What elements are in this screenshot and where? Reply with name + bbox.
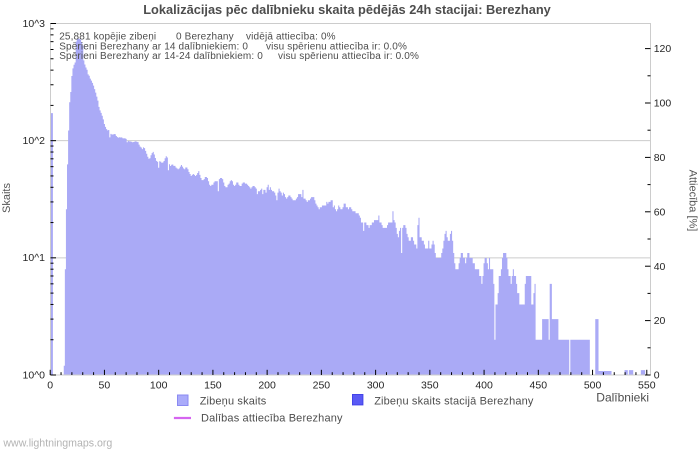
svg-text:20: 20 xyxy=(654,315,666,327)
svg-text:80: 80 xyxy=(654,152,666,164)
svg-text:450: 450 xyxy=(530,380,548,392)
svg-text:100: 100 xyxy=(654,98,672,110)
svg-text:0: 0 xyxy=(47,380,53,392)
svg-text:500: 500 xyxy=(584,380,602,392)
svg-text:vidējā attiecība: 0%: vidējā attiecība: 0% xyxy=(246,31,336,42)
svg-text:0 Berezhany: 0 Berezhany xyxy=(176,31,234,42)
svg-text:www.lightningmaps.org: www.lightningmaps.org xyxy=(2,437,112,449)
svg-text:10^2: 10^2 xyxy=(23,135,46,147)
svg-text:40: 40 xyxy=(654,261,666,273)
svg-text:60: 60 xyxy=(654,206,666,218)
svg-text:250: 250 xyxy=(313,380,331,392)
svg-text:Spērieni Berezhany ar 14 dalīb: Spērieni Berezhany ar 14 dalībniekiem: 0 xyxy=(59,41,248,52)
svg-text:400: 400 xyxy=(475,380,493,392)
svg-text:Attiecība [%]: Attiecība [%] xyxy=(687,170,699,232)
svg-text:visu spērienu attiecība ir: 0.: visu spērienu attiecība ir: 0.0% xyxy=(266,41,407,52)
svg-text:25,881 kopējie zibeņi: 25,881 kopējie zibeņi xyxy=(59,31,156,42)
svg-text:150: 150 xyxy=(204,380,222,392)
svg-text:0: 0 xyxy=(654,370,660,382)
svg-text:10^1: 10^1 xyxy=(23,252,46,264)
svg-text:Dalībnieki: Dalībnieki xyxy=(596,391,649,405)
svg-text:200: 200 xyxy=(258,380,276,392)
svg-text:Zibeņu skaits: Zibeņu skaits xyxy=(200,396,267,408)
svg-text:120: 120 xyxy=(654,43,672,55)
svg-text:300: 300 xyxy=(367,380,385,392)
svg-text:350: 350 xyxy=(421,380,439,392)
svg-text:visu spērienu attiecība ir: 0.: visu spērienu attiecība ir: 0.0% xyxy=(278,51,419,62)
svg-text:Dalības attiecība Berezhany: Dalības attiecība Berezhany xyxy=(201,413,343,425)
svg-text:Skaits: Skaits xyxy=(1,183,13,213)
svg-text:10^3: 10^3 xyxy=(23,18,46,30)
svg-text:Zibeņu skaits stacijā Berezhan: Zibeņu skaits stacijā Berezhany xyxy=(374,396,534,408)
svg-text:50: 50 xyxy=(99,380,111,392)
svg-text:10^0: 10^0 xyxy=(23,369,46,381)
svg-text:Spērieni Berezhany ar 14-24 da: Spērieni Berezhany ar 14-24 dalībniekiem… xyxy=(59,51,263,62)
svg-text:550: 550 xyxy=(638,380,656,392)
svg-text:Lokalizācijas pēc dalībnieku s: Lokalizācijas pēc dalībnieku skaita pēdē… xyxy=(143,2,551,17)
svg-text:100: 100 xyxy=(150,380,168,392)
